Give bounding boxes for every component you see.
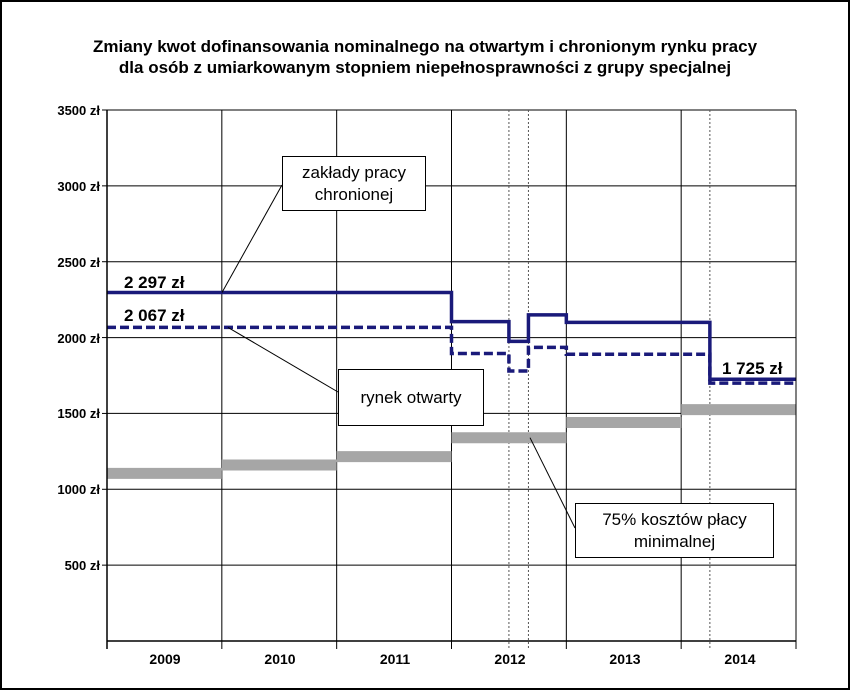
callout-protected-work: zakłady pracy chronionej xyxy=(282,156,426,211)
callout-wage-line-1: 75% kosztów płacy xyxy=(602,510,747,529)
callout-leader-0 xyxy=(221,184,283,293)
y-tick-label-1500: 1500 zł xyxy=(57,406,100,421)
x-category-label-2014: 2014 xyxy=(724,651,755,667)
x-category-label-2012: 2012 xyxy=(494,651,525,667)
chart-title-line-1: Zmiany kwot dofinansowania nominalnego n… xyxy=(92,37,758,56)
callout-wage-line-2: minimalnej xyxy=(633,532,716,551)
value-label-2014: 1 725 zł xyxy=(722,359,783,378)
y-tick-label-3500: 3500 zł xyxy=(57,103,100,118)
callout-open-line-1: rynek otwarty xyxy=(360,388,462,407)
callout-minimum-wage: 75% kosztów płacy minimalnej xyxy=(575,503,774,558)
y-tick-label-2500: 2500 zł xyxy=(57,255,100,270)
chart-title-line-2: dla osób z umiarkowanym stopniem niepełn… xyxy=(118,58,732,77)
callout-leader-1 xyxy=(227,326,339,393)
y-tick-label-500: 500 zł xyxy=(65,558,101,573)
x-category-label-2009: 2009 xyxy=(149,651,180,667)
chart-title: Zmiany kwot dofinansowania nominalnego n… xyxy=(0,36,850,78)
callout-open-market: rynek otwarty xyxy=(338,369,484,426)
x-category-label-2011: 2011 xyxy=(380,651,411,667)
series-line-protected xyxy=(107,290,796,382)
series-layer xyxy=(107,290,796,479)
axis-layer xyxy=(102,109,797,649)
x-category-label-2013: 2013 xyxy=(609,651,640,667)
callout-protected-line-2: chronionej xyxy=(314,185,394,204)
callout-leader-2 xyxy=(529,437,576,529)
series-line-open xyxy=(107,325,796,385)
y-tick-label-3000: 3000 zł xyxy=(57,179,100,194)
x-category-label-2010: 2010 xyxy=(264,651,295,667)
callout-protected-line-1: zakłady pracy xyxy=(302,163,406,182)
value-label-protected-2009: 2 297 zł xyxy=(124,273,185,292)
leader-layer xyxy=(221,184,576,529)
y-tick-label-1000: 1000 zł xyxy=(57,482,100,497)
value-label-open-2009: 2 067 zł xyxy=(124,306,185,325)
y-tick-label-2000: 2000 zł xyxy=(57,331,100,346)
series-line-minimum-wage xyxy=(107,404,796,479)
